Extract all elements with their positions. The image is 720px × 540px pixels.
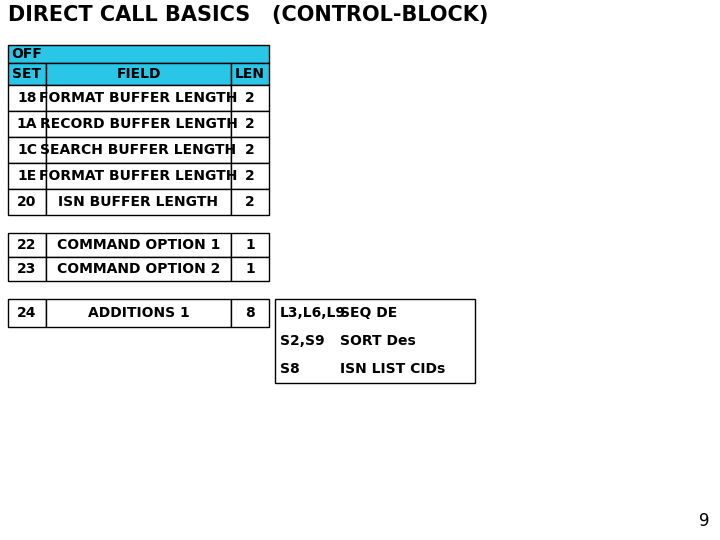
- Bar: [8, 299, 46, 327]
- Bar: [231, 137, 269, 163]
- Text: 2: 2: [245, 195, 255, 209]
- Text: RECORD BUFFER LENGTH: RECORD BUFFER LENGTH: [40, 117, 238, 131]
- Bar: [46, 257, 231, 281]
- Text: ISN LIST CIDs: ISN LIST CIDs: [340, 362, 445, 376]
- Text: ISN BUFFER LENGTH: ISN BUFFER LENGTH: [58, 195, 218, 209]
- Bar: [231, 163, 269, 189]
- Text: 9: 9: [700, 512, 710, 530]
- Text: S2,S9: S2,S9: [280, 334, 325, 348]
- Bar: [46, 233, 231, 257]
- Bar: [231, 111, 269, 137]
- Bar: [46, 85, 231, 111]
- Text: 24: 24: [17, 306, 37, 320]
- Text: LEN: LEN: [235, 67, 265, 81]
- Bar: [8, 189, 46, 215]
- Text: OFF: OFF: [12, 47, 42, 61]
- Bar: [8, 233, 46, 257]
- Bar: [231, 85, 269, 111]
- Bar: [231, 189, 269, 215]
- Text: FORMAT BUFFER LENGTH: FORMAT BUFFER LENGTH: [40, 91, 238, 105]
- Bar: [8, 45, 269, 63]
- Bar: [8, 257, 46, 281]
- Text: 2: 2: [245, 117, 255, 131]
- Text: 18: 18: [17, 91, 37, 105]
- Text: 2: 2: [245, 143, 255, 157]
- Bar: [46, 63, 231, 85]
- Text: COMMAND OPTION 2: COMMAND OPTION 2: [57, 262, 220, 276]
- Bar: [46, 189, 231, 215]
- Bar: [231, 111, 269, 137]
- Bar: [8, 163, 46, 189]
- Text: 8: 8: [245, 306, 255, 320]
- Bar: [46, 299, 231, 327]
- Bar: [275, 299, 475, 383]
- Text: SEARCH BUFFER LENGTH: SEARCH BUFFER LENGTH: [40, 143, 237, 157]
- Bar: [46, 233, 231, 257]
- Bar: [231, 163, 269, 189]
- Bar: [46, 163, 231, 189]
- Text: 22: 22: [17, 238, 37, 252]
- Text: 1E: 1E: [17, 169, 37, 183]
- Bar: [8, 299, 46, 327]
- Bar: [46, 111, 231, 137]
- Text: S8: S8: [280, 362, 300, 376]
- Bar: [8, 137, 46, 163]
- Bar: [46, 137, 231, 163]
- Bar: [8, 63, 46, 85]
- Bar: [8, 111, 46, 137]
- Bar: [8, 137, 46, 163]
- Bar: [231, 299, 269, 327]
- Text: ADDITIONS 1: ADDITIONS 1: [88, 306, 189, 320]
- Bar: [46, 257, 231, 281]
- Text: 20: 20: [17, 195, 37, 209]
- Bar: [231, 257, 269, 281]
- Text: FIELD: FIELD: [116, 67, 161, 81]
- Text: SEQ DE: SEQ DE: [340, 306, 397, 320]
- Bar: [8, 85, 46, 111]
- Text: 2: 2: [245, 91, 255, 105]
- Bar: [231, 63, 269, 85]
- Bar: [8, 85, 46, 111]
- Bar: [231, 137, 269, 163]
- Bar: [8, 257, 46, 281]
- Text: L3,L6,L9: L3,L6,L9: [280, 306, 346, 320]
- Text: 2: 2: [245, 169, 255, 183]
- Bar: [46, 299, 231, 327]
- Bar: [231, 189, 269, 215]
- Bar: [8, 189, 46, 215]
- Bar: [46, 111, 231, 137]
- Text: SORT Des: SORT Des: [340, 334, 415, 348]
- Bar: [8, 45, 269, 63]
- Bar: [8, 163, 46, 189]
- Bar: [8, 233, 46, 257]
- Text: DIRECT CALL BASICS   (CONTROL-BLOCK): DIRECT CALL BASICS (CONTROL-BLOCK): [8, 5, 488, 25]
- Bar: [46, 137, 231, 163]
- Text: FORMAT BUFFER LENGTH: FORMAT BUFFER LENGTH: [40, 169, 238, 183]
- Text: 1A: 1A: [17, 117, 37, 131]
- Bar: [231, 233, 269, 257]
- Bar: [231, 257, 269, 281]
- Bar: [8, 111, 46, 137]
- Bar: [231, 299, 269, 327]
- Bar: [231, 85, 269, 111]
- Bar: [46, 63, 231, 85]
- Bar: [46, 85, 231, 111]
- Text: 23: 23: [17, 262, 37, 276]
- Bar: [46, 189, 231, 215]
- Text: SET: SET: [12, 67, 42, 81]
- Bar: [8, 63, 46, 85]
- Bar: [231, 233, 269, 257]
- Text: 1: 1: [245, 238, 255, 252]
- Bar: [46, 163, 231, 189]
- Text: 1: 1: [245, 262, 255, 276]
- Bar: [231, 63, 269, 85]
- Text: 1C: 1C: [17, 143, 37, 157]
- Text: COMMAND OPTION 1: COMMAND OPTION 1: [57, 238, 220, 252]
